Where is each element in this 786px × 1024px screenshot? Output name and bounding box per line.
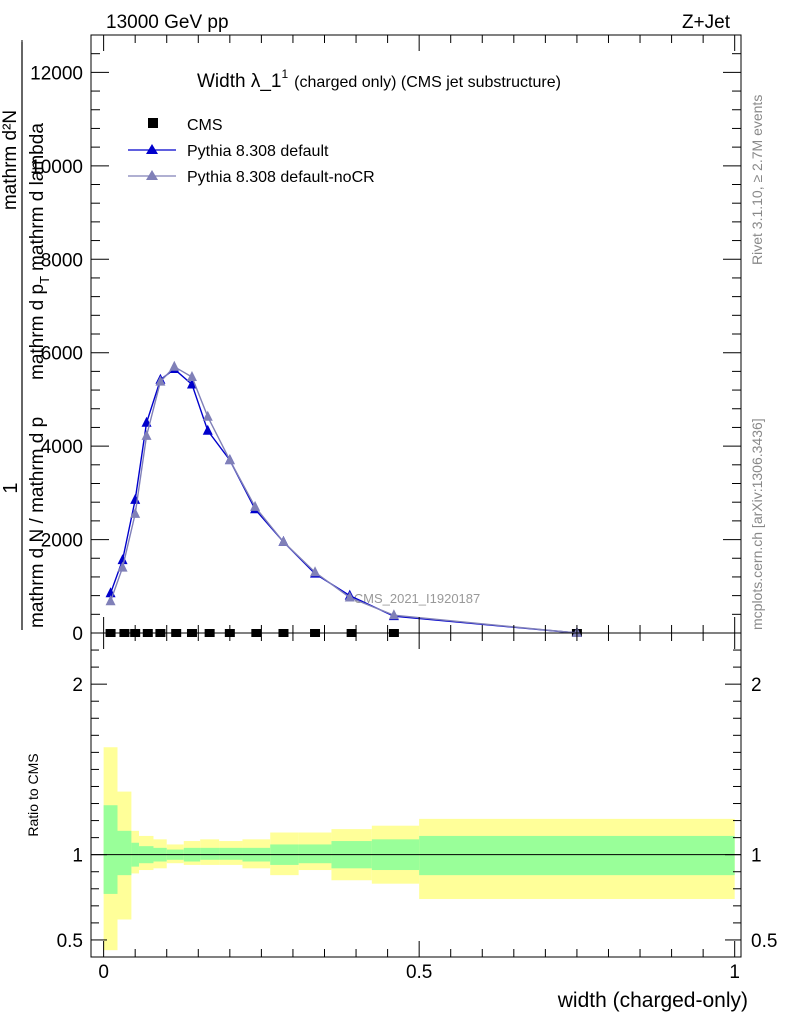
series-point [169,360,180,371]
main-panel: CMS_2021_I1920187 0 2000 4000 6000 8000 10000… [0,34,742,645]
x-tick-label: 1 [729,962,740,983]
legend-label-default: Pythia 8.308 default [187,143,329,160]
ratio-frame [90,632,742,958]
series-line-2 [109,365,577,634]
legend-label-nocr: Pythia 8.308 default-noCR [187,169,375,186]
series-point [130,493,141,504]
ratio-panel: 0.5 0.5 1 1 2 2 0 0.5 1 Ratio to CMS width (char… [25,632,777,1012]
chart-title: Width λ_11 (charged only) (CMS jet substr… [197,67,561,92]
x-tick-label: 0 [98,962,109,983]
ratio-ytick-label: 1 [72,846,83,867]
series-point [278,535,289,546]
series-point [130,507,141,518]
series-point [224,454,235,465]
chart-title-suffix: (charged only) (CMS jet substructure) [294,74,561,91]
series-point [117,554,128,565]
series-point [186,370,197,381]
legend-marker-nocr [146,170,158,180]
ylabel-denominator: mathrm d N / mathrm d p [27,417,48,628]
series-point [141,429,152,440]
series-point [117,561,128,572]
x-tick-label: 0.5 [406,962,432,983]
series-point [202,410,213,421]
ratio-ytick-label: 2 [72,675,83,696]
series-point [344,591,355,602]
ratio-ytick-label-right: 1 [751,846,762,867]
header-process: Z+Jet [682,12,731,33]
main-ytick-label: 6000 [41,344,83,365]
ratio-band-inner [103,805,118,894]
main-ytick-label: 2000 [41,531,83,552]
ratio-ytick-label: 0.5 [57,931,83,952]
ratio-ytick-label-right: 2 [751,675,762,696]
rivet-info: Rivet 3.1.10, ≥ 2.7M events [749,95,765,265]
ratio-band-inner [200,847,220,860]
main-ytick-label: 4000 [41,437,83,458]
ratio-band-inner [298,844,332,864]
ylabel-denominator-2-tail: mathrm d lambda [27,123,48,271]
legend: CMS Pythia 8.308 default Pythia 8.308 de… [128,117,375,186]
series-point [186,378,197,389]
ratio-band-inner [419,835,735,876]
legend-label-cms: CMS [187,117,223,134]
series-point [155,375,166,386]
chart-title-main: Width λ_1 [197,71,281,92]
main-y-axis-label: 1 mathrm d N / mathrm d p mathrm d²N mat… [0,40,52,630]
series-point [388,609,399,620]
legend-marker-default [146,144,158,154]
ratio-band-inner [219,847,243,860]
mcplots-info: mcplots.cern.ch [arXiv:1306.3436] [749,418,765,630]
ylabel-denominator-2-main: mathrm d p [27,284,48,380]
series-point [250,500,261,511]
main-ytick-label: 10000 [30,157,83,178]
main-ytick-label: 0 [72,624,83,645]
header-energy: 13000 GeV pp [106,12,229,33]
series-point [105,595,116,606]
chart-title-sup: 1 [281,67,288,81]
series-point [202,424,213,435]
watermark: CMS_2021_I1920187 [354,591,481,606]
ylabel-denominator-2: mathrm d pTmathrm d lambda [27,123,52,380]
ratio-band-inner [117,830,132,876]
legend-marker-cms [148,118,158,128]
main-ytick-label: 12000 [30,63,83,84]
ylabel-lead: 1 [0,482,22,493]
ylabel-denominator-2-sub: T [37,276,52,284]
main-ytick-label: 8000 [41,250,83,271]
x-axis-label: width (charged-only) [557,989,748,1012]
ratio-y-axis-label: Ratio to CMS [25,753,41,836]
ratio-ytick-label-right: 0.5 [751,931,777,952]
ylabel-numerator-2: mathrm d²N [0,110,21,210]
series-point [310,566,321,577]
